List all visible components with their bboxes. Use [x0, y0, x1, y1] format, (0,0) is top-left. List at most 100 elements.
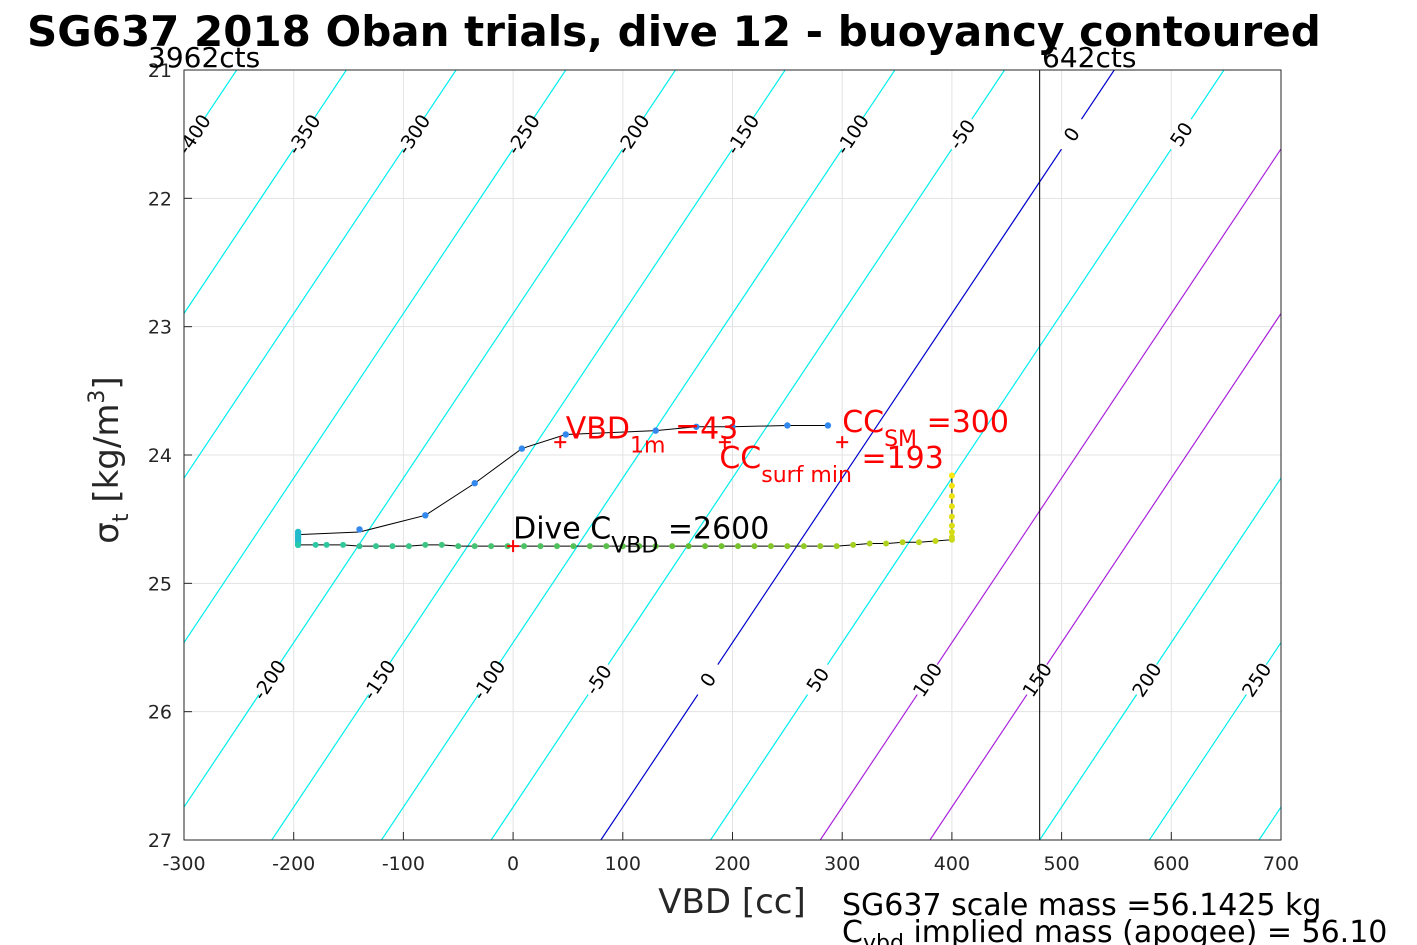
- climb-point: [652, 427, 659, 434]
- dive-point: [948, 503, 955, 510]
- contour-label-bg: [1238, 659, 1275, 701]
- contour-line: [380, 70, 896, 840]
- contour-line: [600, 70, 1115, 840]
- y-tick-label: 25: [148, 573, 172, 595]
- dive-point: [323, 541, 330, 548]
- y-axis-ticks: 21 22 23 24 25 26 27: [148, 60, 192, 852]
- dive-point: [850, 541, 857, 548]
- contour-line: [1258, 806, 1281, 840]
- contour-label-bg: [833, 113, 871, 155]
- contour-label-bg: [614, 113, 651, 155]
- dive-point: [948, 482, 955, 489]
- x-tick-label: 300: [824, 853, 860, 875]
- x-tick-label: 200: [714, 853, 750, 875]
- dive-point: [553, 543, 560, 550]
- climb-point: [471, 480, 478, 487]
- dive-point: [619, 543, 626, 550]
- x-tick-label: 0: [507, 853, 519, 875]
- y-tick-label: 27: [148, 830, 172, 852]
- contour-label-bg: [250, 659, 288, 701]
- dive-point: [685, 543, 692, 550]
- contour-label-bg: [1018, 659, 1056, 701]
- contour-label-bg: [579, 659, 617, 701]
- contour-line: [184, 70, 567, 644]
- annotation-dive-c-vbd: Dive CVBD =2600: [513, 511, 769, 558]
- x-axis-ticks: -300 -200 -100 0 100 200 300 400 500 600 700: [162, 832, 1299, 875]
- dive-point: [537, 543, 544, 550]
- dive-point: [422, 541, 429, 548]
- dive-point: [405, 543, 412, 550]
- dive-point: [751, 543, 758, 550]
- y-tick-label: 24: [148, 445, 172, 467]
- climb-point: [356, 526, 363, 533]
- dive-point: [784, 543, 791, 550]
- dive-point: [899, 539, 906, 546]
- dive-point: [948, 534, 955, 541]
- dive-point: [521, 543, 528, 550]
- dive-point: [488, 543, 495, 550]
- dive-point: [833, 543, 840, 550]
- contour-label-bg: [360, 659, 398, 701]
- dive-point: [932, 537, 939, 544]
- contour-line: [1039, 476, 1281, 840]
- dive-point: [718, 543, 725, 550]
- dive-point: [356, 543, 363, 550]
- dive-point: [948, 472, 955, 479]
- footer-scale-mass: SG637 scale mass =56.1425 kg: [842, 888, 1321, 923]
- contour-line: [0, 70, 17, 840]
- contour-label-bg: [470, 659, 507, 701]
- climb-point: [729, 423, 736, 430]
- annotation-vbd-1m: VBD1m =43: [566, 411, 739, 458]
- dive-point: [866, 540, 873, 547]
- dive-point: [817, 543, 824, 550]
- x-tick-label: -200: [272, 853, 315, 875]
- dive-point: [471, 543, 478, 550]
- contour-line: [490, 70, 1006, 840]
- dive-point: [948, 522, 955, 529]
- contour-line: [184, 70, 457, 480]
- footer-implied-mass: Cvbd implied mass (apogee) = 56.10: [842, 915, 1387, 945]
- contour-label-bg: [724, 113, 761, 155]
- climb-point: [824, 422, 832, 429]
- annotation-cc-surf-min: CCsurf min =193: [719, 441, 944, 488]
- dive-point: [702, 543, 709, 550]
- x-axis-label: VBD [cc]: [658, 882, 806, 922]
- x-tick-label: -300: [162, 853, 205, 875]
- x-tick-label: 500: [1043, 853, 1079, 875]
- dive-point: [915, 539, 922, 546]
- climb-point: [422, 512, 429, 519]
- contour-line: [710, 70, 1225, 840]
- contour-label-bg: [799, 659, 836, 701]
- dive-series: [295, 472, 955, 550]
- climb-point: [784, 422, 791, 429]
- y-tick-label: 26: [148, 702, 172, 724]
- dive-point: [883, 540, 890, 547]
- contour-label-bg: [1128, 659, 1165, 701]
- contour-line: [1148, 641, 1281, 840]
- dive-point: [636, 543, 643, 550]
- contour-line: [271, 70, 786, 840]
- x-tick-label: 100: [605, 853, 641, 875]
- dive-point: [389, 543, 396, 550]
- contour-label-bg: [689, 659, 727, 701]
- x-tick-label: -100: [382, 853, 425, 875]
- contour-line: [184, 70, 676, 809]
- plot-area: -400 -350 -300 -250 -200 -150 -100 -50 0 50-200 -1…: [0, 69, 1282, 841]
- x-tick-label: 400: [934, 853, 970, 875]
- dive-point: [734, 543, 741, 550]
- contour-label-bg: [908, 659, 946, 701]
- dive-point: [652, 543, 659, 550]
- y-tick-label: 21: [148, 60, 172, 82]
- dive-point: [295, 541, 302, 548]
- dive-point: [948, 529, 955, 535]
- dive-point: [948, 493, 955, 500]
- dive-point: [669, 543, 676, 550]
- contour-line: [819, 147, 1281, 840]
- contour-label-bg: [285, 113, 322, 155]
- contour-label-bg: [943, 113, 981, 155]
- contour-line: [184, 70, 347, 315]
- markers: [507, 436, 849, 553]
- contour-label-bg: [1162, 113, 1200, 155]
